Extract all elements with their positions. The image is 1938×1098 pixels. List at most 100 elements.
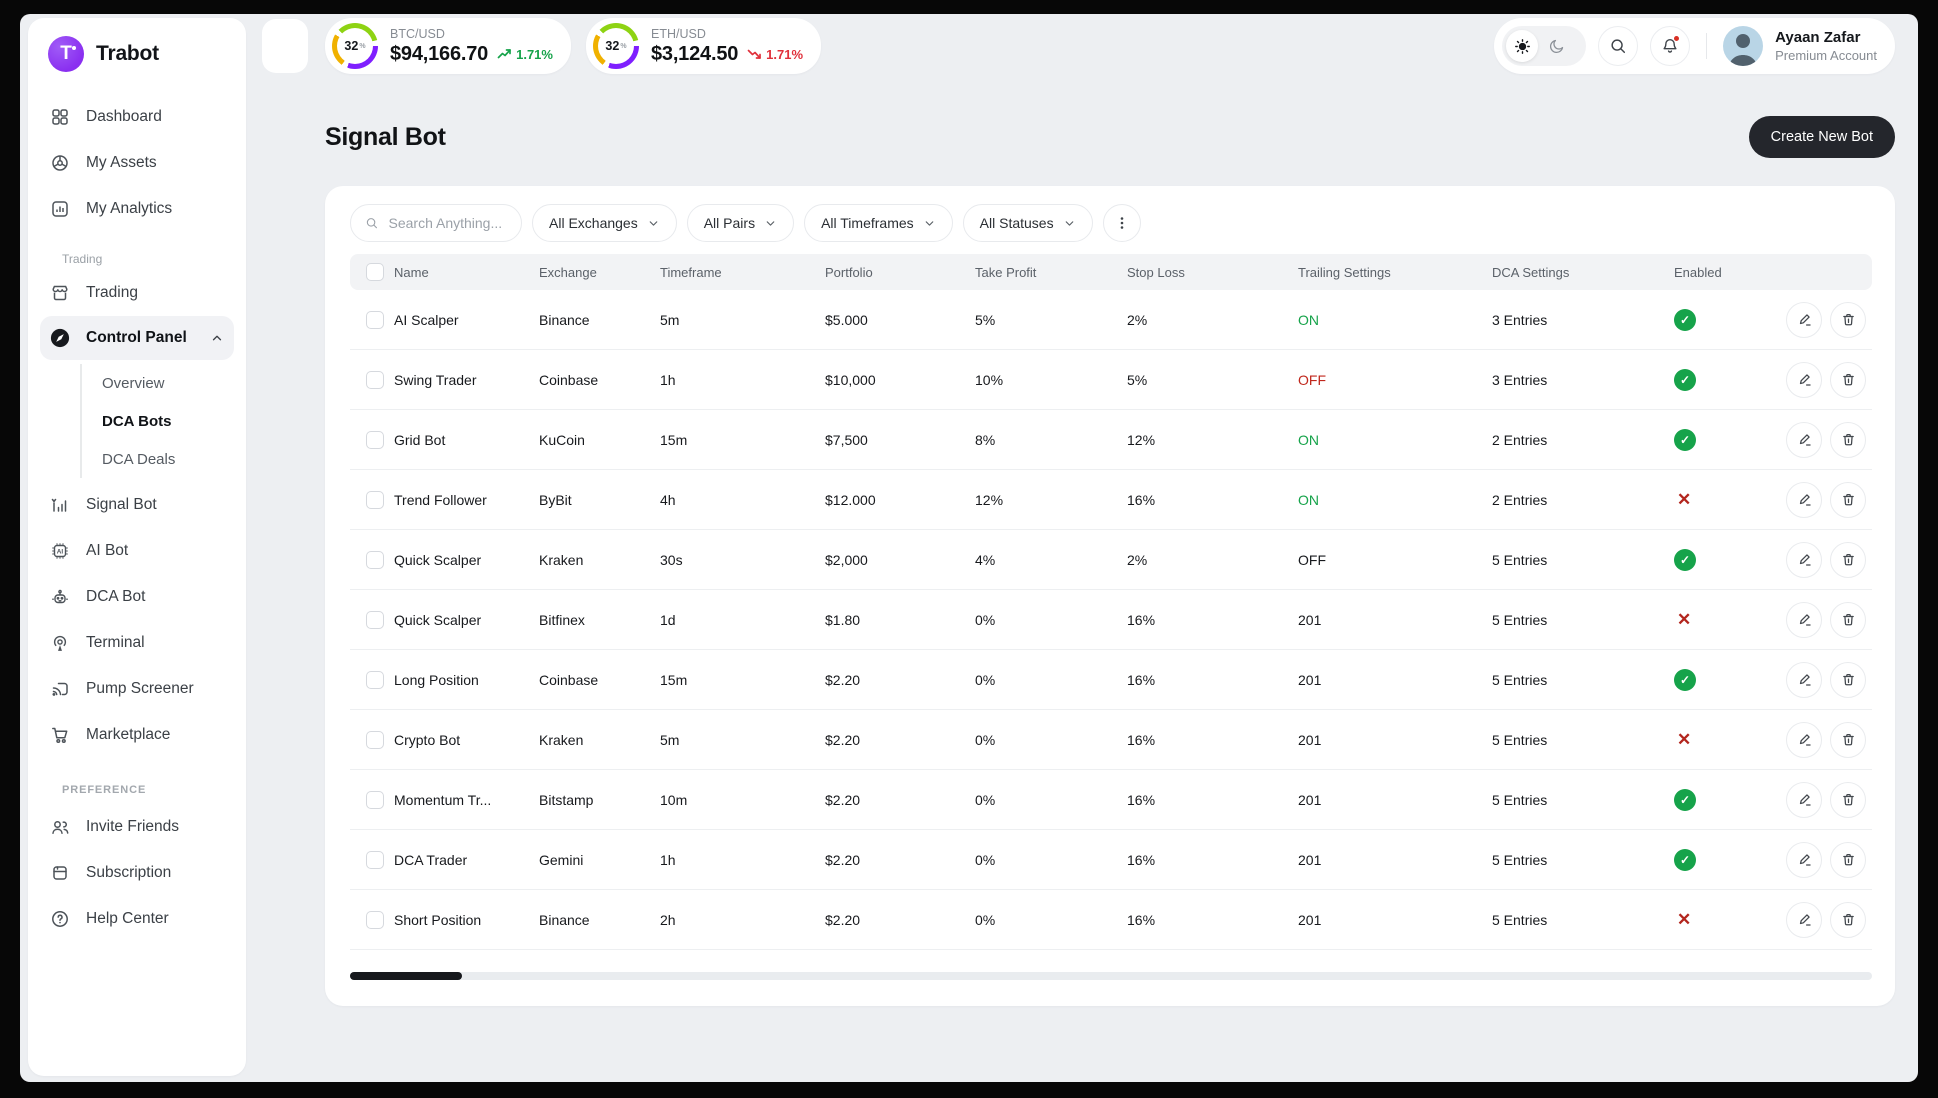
edit-button[interactable] (1786, 361, 1822, 398)
filter-all-exchanges[interactable]: All Exchanges (532, 204, 677, 242)
bot-timeframe: 10m (660, 791, 688, 808)
filter-all-pairs[interactable]: All Pairs (686, 204, 795, 242)
chevron-up-icon (210, 331, 224, 345)
row-checkbox[interactable] (366, 610, 384, 629)
row-checkbox[interactable] (366, 490, 384, 509)
edit-button[interactable] (1786, 421, 1822, 458)
row-checkbox[interactable] (366, 430, 384, 449)
row-checkbox[interactable] (366, 850, 384, 869)
sidebar-item-subscription[interactable]: Subscription (40, 850, 234, 896)
row-checkbox[interactable] (366, 730, 384, 749)
broadcast-icon (50, 633, 70, 653)
sidebar-item-label: My Analytics (86, 200, 173, 217)
sidebar-item-my-analytics[interactable]: My Analytics (40, 186, 234, 232)
column-header: DCA Settings (1492, 264, 1570, 280)
ticker-eth-usd[interactable]: 32% ETH/USD $3,124.50 1.71% (585, 18, 822, 74)
create-new-bot-button[interactable]: Create New Bot (1748, 116, 1895, 158)
edit-button[interactable] (1786, 781, 1822, 818)
sidebar-item-signal-bot[interactable]: Signal Bot (40, 482, 234, 528)
sidebar-nav: Dashboard My Assets My Analytics Trading… (28, 72, 246, 942)
trend-up-icon (497, 49, 511, 59)
sidebar-item-label: Marketplace (86, 726, 171, 743)
sidebar-item-label: Trading (86, 284, 138, 301)
horizontal-scrollbar[interactable] (350, 972, 1872, 980)
select-all-checkbox[interactable] (366, 263, 384, 281)
sidebar-item-marketplace[interactable]: Marketplace (40, 712, 234, 758)
sidebar-item-pump-screener[interactable]: Pump Screener (40, 666, 234, 712)
delete-button[interactable] (1830, 541, 1866, 578)
row-checkbox[interactable] (366, 370, 384, 389)
edit-button[interactable] (1786, 721, 1822, 758)
row-checkbox[interactable] (366, 310, 384, 329)
row-checkbox[interactable] (366, 790, 384, 809)
bot-take-profit: 0% (975, 731, 996, 748)
edit-button[interactable] (1786, 661, 1822, 698)
delete-button[interactable] (1830, 841, 1866, 878)
trabot-logo-icon: T (48, 36, 84, 72)
delete-button[interactable] (1830, 901, 1866, 938)
submenu-item-dca-deals[interactable]: DCA Deals (102, 450, 176, 468)
edit-button[interactable] (1786, 601, 1822, 638)
sidebar-item-help-center[interactable]: Help Center (40, 896, 234, 942)
trash-icon (1842, 914, 1854, 926)
light-mode-button[interactable] (1506, 30, 1539, 62)
theme-toggle[interactable] (1502, 26, 1587, 66)
submenu-item-overview[interactable]: Overview (102, 374, 165, 392)
bot-portfolio: $2.20 (825, 851, 861, 868)
edit-button[interactable] (1786, 841, 1822, 878)
sidebar-item-control-panel[interactable]: Control Panel (40, 316, 234, 360)
bot-dca-settings: 5 Entries (1492, 911, 1548, 928)
bot-exchange: Binance (539, 911, 590, 928)
delete-button[interactable] (1830, 781, 1866, 818)
sidebar-item-dashboard[interactable]: Dashboard (40, 94, 234, 140)
edit-button[interactable] (1786, 481, 1822, 518)
sidebar-item-ai-bot[interactable]: AI AI Bot (40, 528, 234, 574)
scrollbar-thumb[interactable] (350, 972, 462, 980)
bot-stop-loss: 16% (1127, 671, 1156, 688)
bot-exchange: Binance (539, 311, 590, 328)
sidebar-item-dca-bot[interactable]: DCA Bot (40, 574, 234, 620)
ticker-btc-usd[interactable]: 32% BTC/USD $94,166.70 1.71% (325, 18, 571, 74)
more-options-button[interactable] (1102, 204, 1141, 242)
delete-button[interactable] (1830, 361, 1866, 398)
row-checkbox[interactable] (366, 670, 384, 689)
delete-button[interactable] (1830, 661, 1866, 698)
users-icon (50, 817, 70, 837)
delete-button[interactable] (1830, 301, 1866, 338)
trash-icon (1842, 314, 1854, 326)
search-input[interactable] (386, 214, 507, 232)
bot-portfolio: $2,000 (825, 551, 868, 568)
edit-button[interactable] (1786, 901, 1822, 938)
ai-chip-icon: AI (50, 541, 70, 561)
dark-mode-button[interactable] (1540, 30, 1572, 62)
bell-icon (1663, 39, 1677, 53)
delete-button[interactable] (1830, 721, 1866, 758)
filter-all-timeframes[interactable]: All Timeframes (804, 204, 953, 242)
sidebar-item-label: Terminal (86, 634, 145, 651)
edit-button[interactable] (1786, 301, 1822, 338)
submenu-item-dca-bots[interactable]: DCA Bots (102, 412, 172, 430)
delete-button[interactable] (1830, 481, 1866, 518)
pencil-icon (1799, 734, 1811, 746)
bot-name: Short Position (394, 911, 482, 928)
bot-exchange: KuCoin (539, 431, 585, 448)
row-checkbox[interactable] (366, 910, 384, 929)
filter-all-statuses[interactable]: All Statuses (962, 204, 1093, 242)
delete-button[interactable] (1830, 601, 1866, 638)
search-field[interactable] (350, 204, 522, 242)
bot-stop-loss: 2% (1127, 311, 1148, 328)
pencil-icon (1799, 374, 1811, 386)
sidebar-item-terminal[interactable]: Terminal (40, 620, 234, 666)
search-button[interactable] (1598, 26, 1639, 66)
sidebar-item-trading[interactable]: Trading (40, 270, 234, 316)
bot-name: Quick Scalper (394, 611, 482, 628)
bot-portfolio: $5.000 (825, 311, 868, 328)
delete-button[interactable] (1830, 421, 1866, 458)
edit-button[interactable] (1786, 541, 1822, 578)
sidebar-item-invite-friends[interactable]: Invite Friends (40, 804, 234, 850)
screen-cast-icon (50, 679, 70, 699)
sidebar-item-my-assets[interactable]: My Assets (40, 140, 234, 186)
row-checkbox[interactable] (366, 550, 384, 569)
notifications-button[interactable] (1650, 26, 1691, 66)
avatar[interactable] (1723, 26, 1764, 66)
